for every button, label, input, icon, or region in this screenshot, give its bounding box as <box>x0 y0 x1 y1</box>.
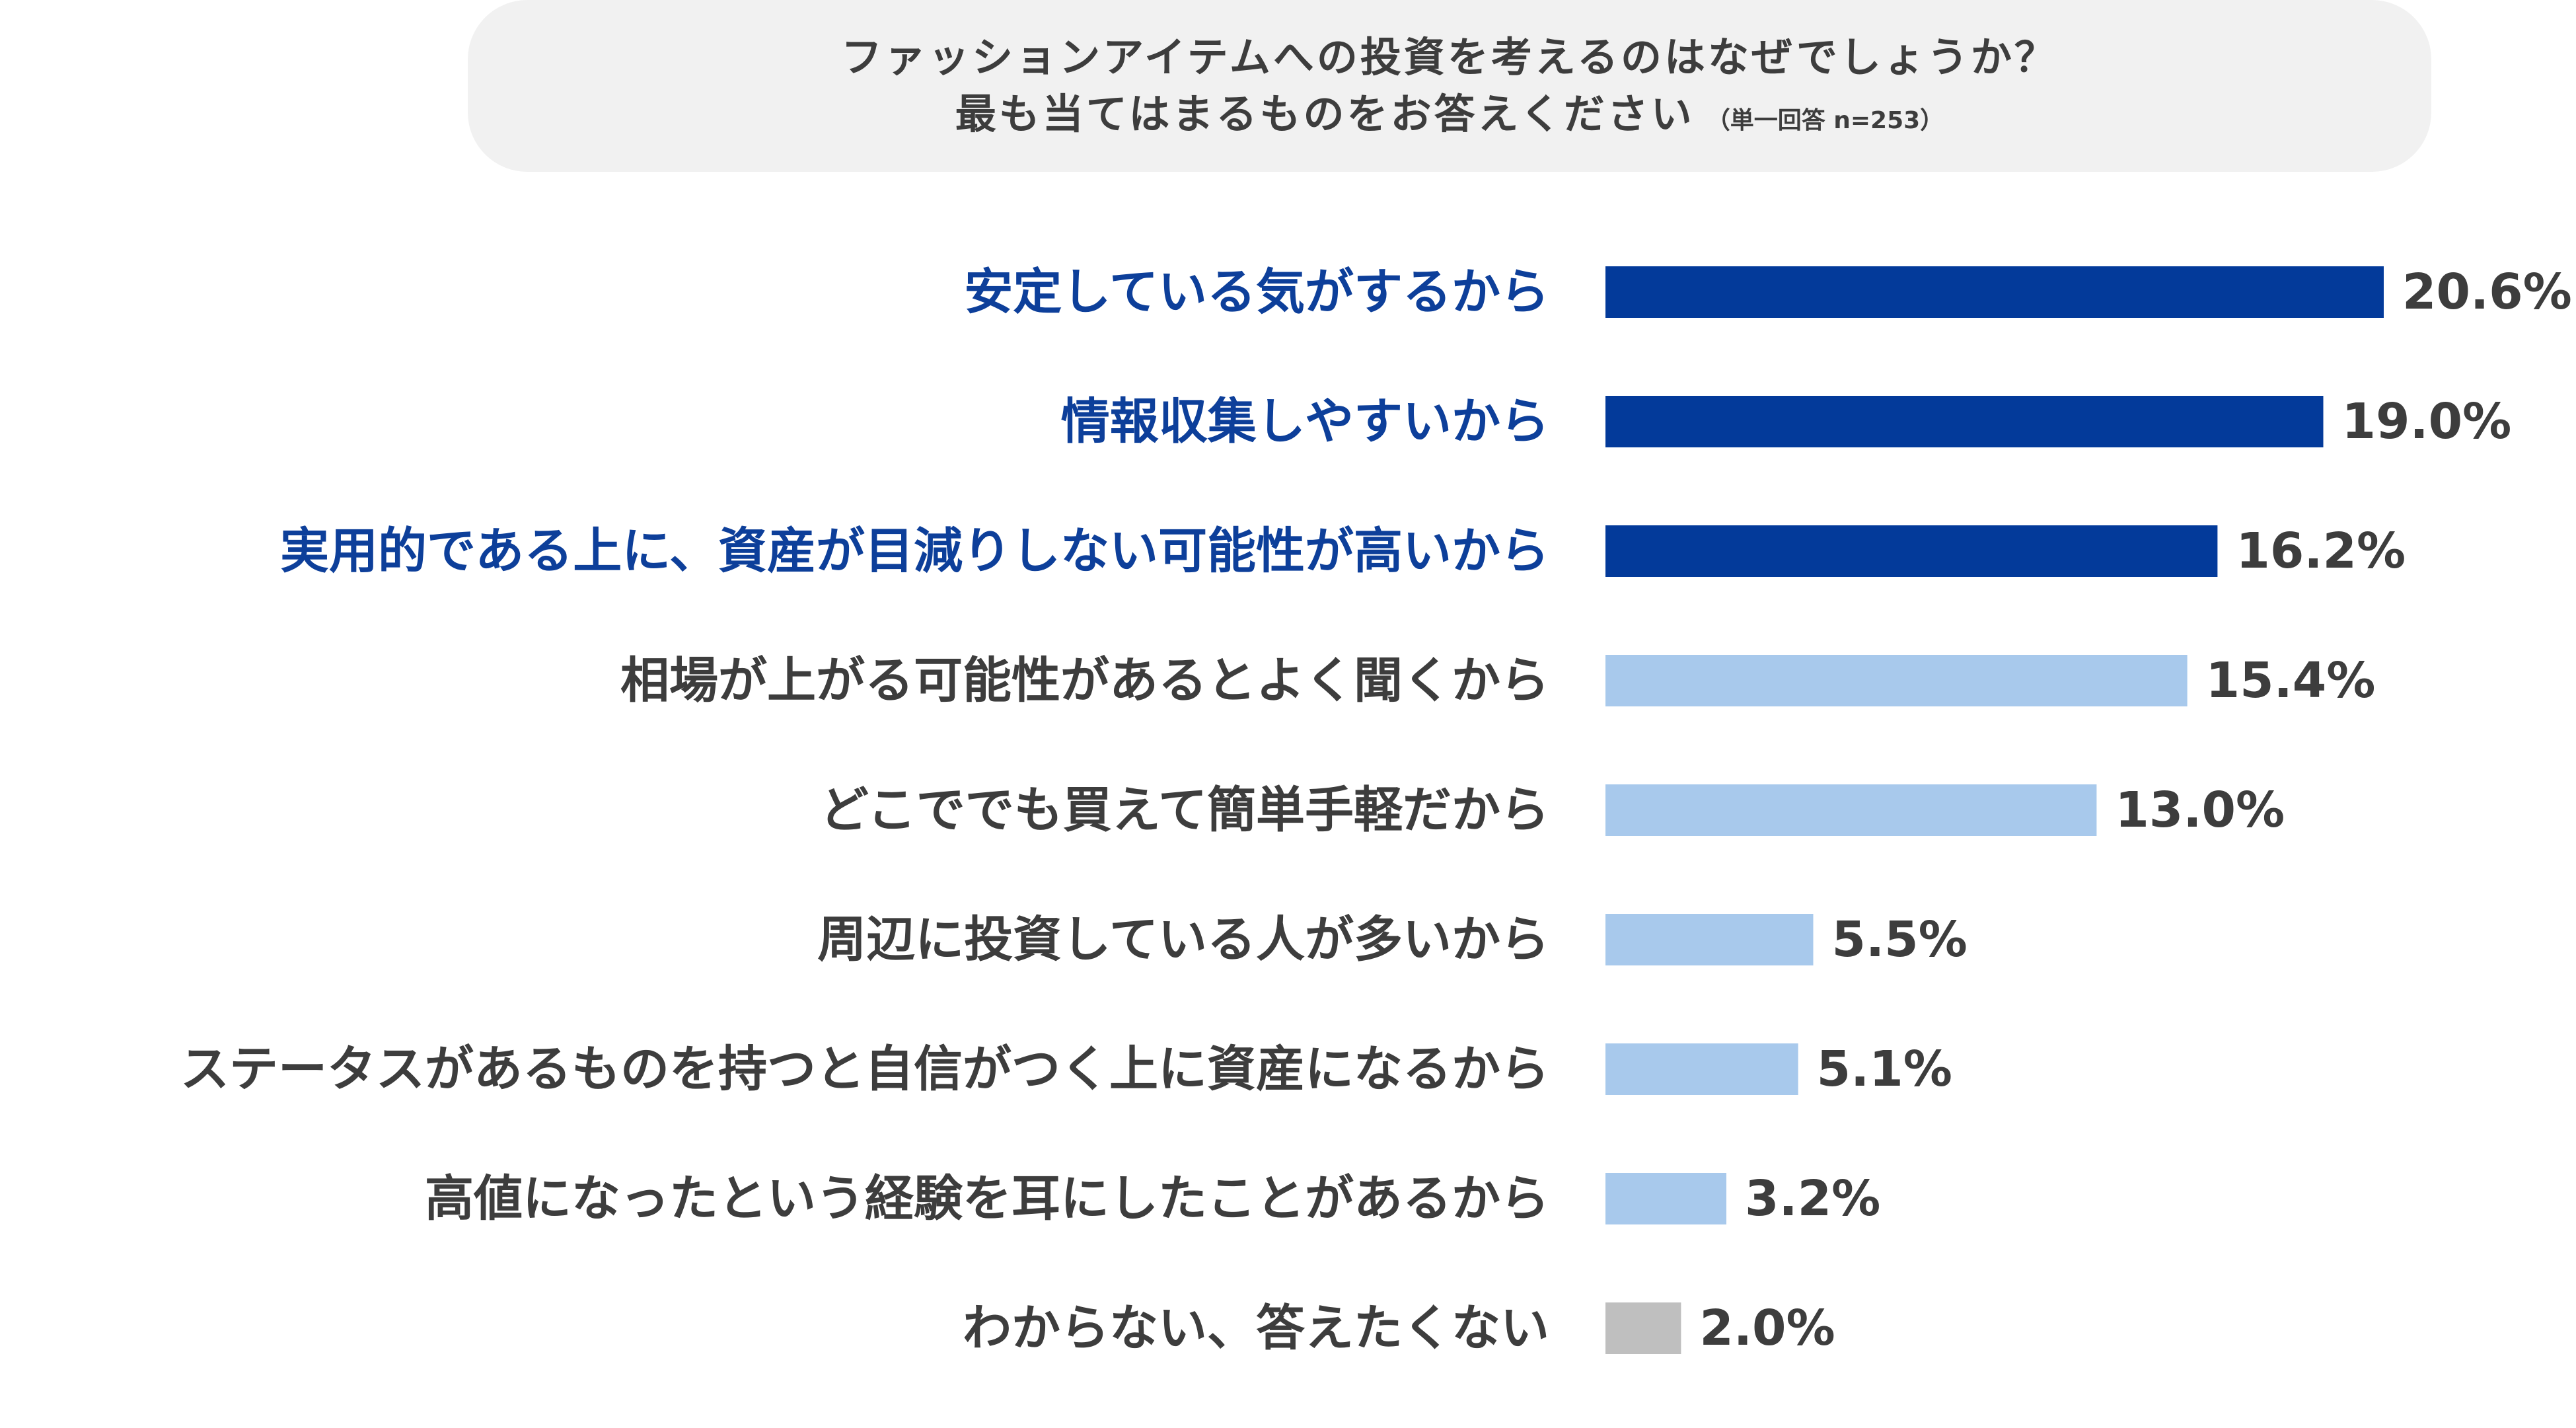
value-label-8: 3.2% <box>1745 1170 1880 1227</box>
category-label-2: 情報収集しやすいから <box>1061 393 1549 450</box>
bar-1 <box>1605 266 2384 318</box>
value-label-1: 20.6% <box>2402 264 2572 320</box>
category-label-9: わからない、答えたくない <box>963 1300 1549 1357</box>
category-label-7: ステータスがあるものを持つと自信がつく上に資産になるから <box>180 1041 1549 1098</box>
category-label-4: 相場が上がる可能性があるとよく聞くから <box>620 652 1549 709</box>
bar-7 <box>1605 1043 1798 1095</box>
category-label-6: 周辺に投資している人が多いから <box>817 911 1549 968</box>
chart-title-line2-wrap: 最も当てはまるものをお答えください （単一回答 n=253） <box>955 86 1944 143</box>
value-label-7: 5.1% <box>1817 1041 1952 1098</box>
bar-4 <box>1605 655 2188 706</box>
value-label-3: 16.2% <box>2236 523 2406 580</box>
value-label-5: 13.0% <box>2115 782 2285 839</box>
bar-2 <box>1605 396 2324 447</box>
bar-8 <box>1605 1173 1726 1224</box>
chart-title-line1: ファッションアイテムへの投資を考えるのはなぜでしょうか？ <box>841 33 2058 81</box>
value-label-2: 19.0% <box>2342 393 2512 450</box>
value-label-4: 15.4% <box>2206 652 2376 709</box>
bar-6 <box>1605 914 1814 965</box>
chart-title-line2: 最も当てはまるものをお答えください <box>955 90 1695 138</box>
chart-title-box: ファッションアイテムへの投資を考えるのはなぜでしょうか？ 最も当てはまるものをお… <box>468 0 2431 172</box>
bar-5 <box>1605 784 2097 836</box>
value-label-9: 2.0% <box>1699 1300 1835 1357</box>
category-label-3: 実用的である上に、資産が目減りしない可能性が高いから <box>280 523 1549 580</box>
bar-9 <box>1605 1302 1681 1354</box>
bar-3 <box>1605 525 2218 577</box>
value-label-6: 5.5% <box>1832 911 1968 968</box>
category-label-1: 安定している気がするから <box>964 264 1549 320</box>
category-label-5: どこででも買えて簡単手軽だから <box>820 782 1549 839</box>
chart-sample-note: （単一回答 n=253） <box>1706 107 1944 134</box>
category-label-8: 高値になったという経験を耳にしたことがあるから <box>425 1170 1549 1227</box>
